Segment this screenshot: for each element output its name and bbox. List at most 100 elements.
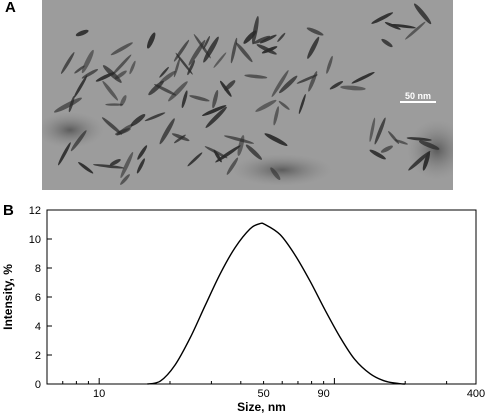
nanorod — [105, 103, 124, 106]
nanorod — [110, 42, 133, 56]
nanorod — [279, 75, 298, 94]
nanorod — [256, 44, 277, 55]
nanorod — [255, 99, 277, 112]
y-tick-label: 12 — [29, 205, 41, 217]
nanorod — [202, 105, 227, 117]
nanorod — [81, 69, 99, 79]
x-tick-label: 50 — [257, 388, 269, 400]
nanorod — [173, 134, 186, 144]
nanorod — [181, 90, 188, 108]
y-tick-label: 0 — [35, 379, 41, 391]
nanorod — [369, 117, 376, 142]
nanorod — [212, 89, 219, 109]
nanorod — [70, 130, 87, 152]
nanorod — [244, 74, 268, 79]
y-tick-label: 2 — [35, 350, 41, 362]
nanorod — [136, 158, 145, 174]
nanorod — [215, 145, 241, 163]
x-axis: 10 50 90 400 — [46, 378, 485, 400]
nanorod — [120, 95, 127, 107]
nanorod — [148, 80, 164, 96]
nanorod — [173, 39, 190, 62]
nanorod — [74, 65, 85, 74]
tem-micrograph: 50 nm — [36, 0, 467, 190]
nanorod — [120, 151, 134, 179]
nanorod — [187, 152, 203, 167]
nanorod — [120, 174, 130, 185]
micrograph-dark-region — [36, 112, 104, 148]
nanorod — [230, 37, 238, 64]
nanorod — [159, 118, 175, 145]
nanorod — [390, 24, 416, 29]
plot-frame — [46, 209, 477, 385]
nanorod — [381, 38, 393, 48]
nanorod — [114, 128, 131, 136]
nanorod — [60, 52, 75, 74]
nanorod — [394, 139, 408, 145]
x-tick-label: 400 — [467, 388, 485, 400]
nanorod — [271, 70, 289, 98]
panel-a-label: A — [5, 0, 16, 16]
scale-bar: 50 nm — [400, 91, 436, 103]
nanorod — [75, 29, 89, 37]
nanorod — [384, 22, 401, 30]
nanorod — [219, 80, 232, 97]
series-line — [147, 222, 406, 385]
y-axis: 0 2 4 6 8 10 12 — [29, 205, 52, 391]
nanorod — [187, 60, 195, 76]
nanorod — [92, 164, 125, 169]
nanorod — [371, 12, 394, 24]
nanorod — [189, 95, 210, 102]
nanorod — [374, 117, 386, 145]
nanorod — [380, 145, 393, 153]
nanorod — [308, 71, 318, 92]
nanorod — [306, 27, 324, 36]
nanorod — [159, 70, 176, 84]
nanorod — [369, 149, 386, 160]
nanorod — [223, 135, 255, 144]
nanorod — [235, 42, 253, 63]
nanorod — [213, 52, 227, 68]
nanorod — [413, 3, 432, 25]
nanorod — [278, 100, 290, 110]
nanorod — [137, 145, 148, 160]
nanorod — [253, 35, 271, 44]
nanorod — [53, 97, 83, 113]
nanorod — [406, 137, 432, 141]
nanorod — [188, 39, 206, 66]
y-tick-label: 6 — [35, 292, 41, 304]
nanorod — [129, 60, 136, 75]
nanorod — [340, 85, 366, 91]
nanorod — [270, 167, 281, 181]
nanorod — [173, 57, 181, 78]
y-tick-label: 10 — [29, 234, 41, 246]
micrograph-dark-region — [232, 154, 332, 186]
x-tick-label: 10 — [93, 388, 105, 400]
nanorod — [78, 162, 94, 174]
nanorod — [326, 55, 333, 74]
panel-b-label: B — [3, 202, 14, 219]
nanorod — [296, 74, 318, 84]
nanorod — [58, 142, 71, 166]
nanorod — [203, 36, 219, 63]
nanorod — [351, 71, 375, 84]
y-tick-label: 8 — [35, 263, 41, 275]
scale-bar-label: 50 nm — [405, 91, 431, 101]
nanorod — [101, 117, 123, 135]
nanorod — [109, 158, 121, 166]
nanorod — [159, 66, 169, 78]
nanorod — [405, 21, 426, 40]
nanorod — [205, 106, 227, 129]
nanorod-group — [53, 3, 440, 185]
nanorod — [298, 94, 306, 114]
nanorod — [226, 157, 239, 175]
nanorod — [81, 49, 94, 74]
size-distribution-chart: 0 2 4 6 8 10 12 10 50 90 400 Size, nm Intensity, … — [0, 196, 493, 414]
nanorod — [213, 149, 222, 163]
nanorod — [252, 16, 259, 45]
nanorod — [130, 114, 146, 127]
nanorod — [203, 36, 211, 50]
nanorod — [277, 32, 286, 43]
nanorod — [264, 133, 288, 146]
nanorod — [111, 54, 132, 76]
